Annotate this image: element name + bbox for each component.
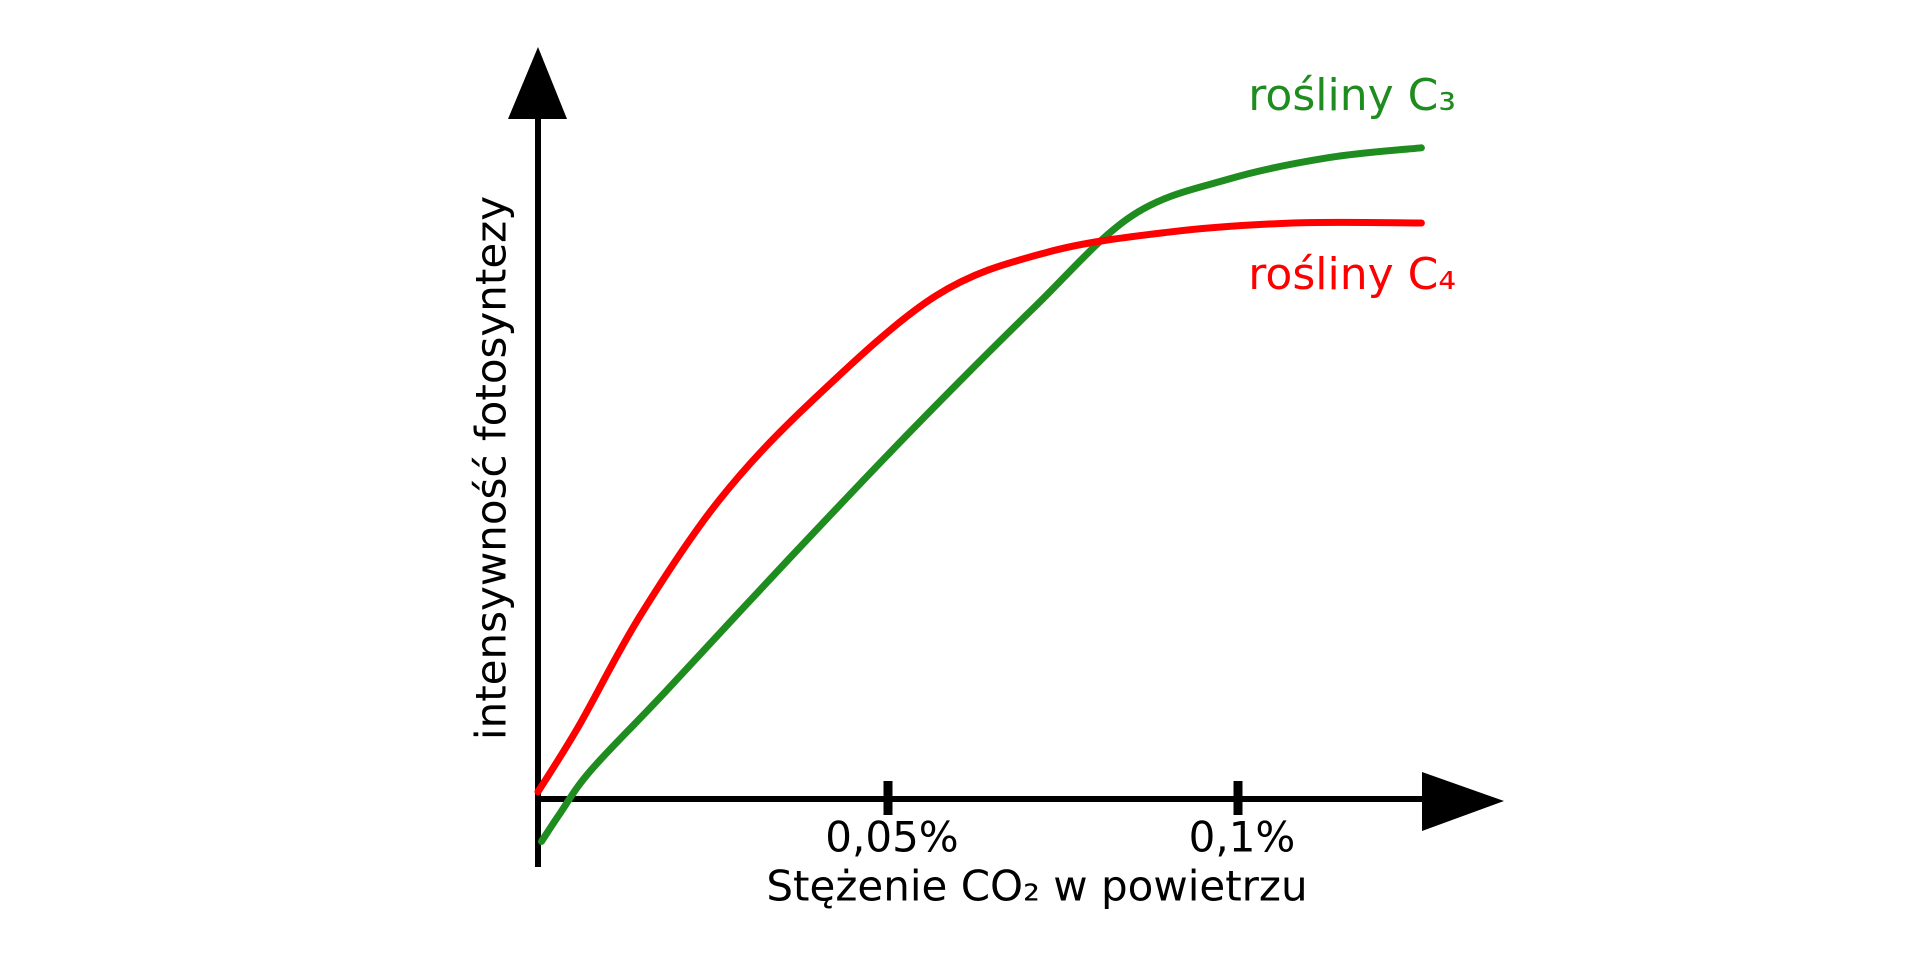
x-axis-arrow [1422, 772, 1504, 831]
line [534, 218, 1425, 796]
x-tick-label: 0,05% [825, 813, 958, 862]
x-tick-label: 0,1% [1189, 813, 1296, 862]
series-label: rośliny C₃ [1248, 70, 1456, 121]
y-axis-arrow [508, 47, 567, 119]
line [538, 144, 1425, 845]
x-axis-label: Stężenie CO₂ w powietrzu [766, 862, 1307, 911]
y-axis-label: intensywność fotosyntezy [467, 196, 516, 740]
series-label: rośliny C₄ [1248, 249, 1456, 300]
